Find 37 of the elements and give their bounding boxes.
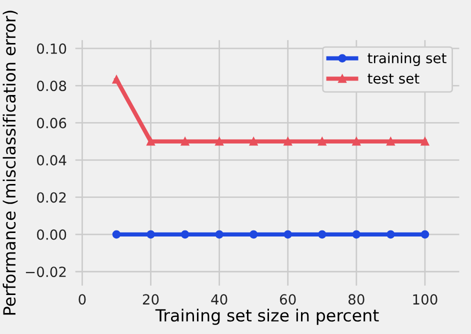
point: [180, 230, 190, 239]
point: [420, 137, 430, 146]
y-tick-label: 0.08: [37, 80, 66, 92]
x-axis-title: Training set size in percent: [155, 308, 379, 325]
y-tick-label: −0.02: [26, 266, 66, 278]
y-tick-label: 0.06: [37, 118, 66, 128]
x-tick-label: 0: [78, 294, 86, 305]
y-tick-label: 0.02: [37, 192, 66, 203]
x-tick-label: 40: [211, 294, 228, 305]
point: [284, 230, 292, 239]
point: [215, 230, 224, 239]
point: [249, 230, 258, 239]
point: [112, 75, 121, 84]
x-tick-label: 60: [280, 294, 296, 305]
x-tick-label: 100: [413, 294, 438, 305]
point: [386, 230, 395, 239]
point: [386, 137, 395, 146]
legend-label: test set: [368, 74, 420, 84]
y-axis-title: Performance (misclassification error): [2, 10, 18, 315]
y-tick-label: 0.04: [37, 155, 66, 166]
point: [318, 230, 326, 239]
y-tick-label: 0.00: [37, 229, 66, 240]
point: [215, 137, 224, 146]
y-tick-label: 0.10: [37, 43, 66, 54]
point: [352, 137, 361, 146]
point: [112, 230, 121, 239]
x-tick-label: 80: [348, 294, 364, 305]
point: [318, 137, 326, 146]
point: [352, 230, 361, 239]
point: [249, 137, 258, 146]
point: [180, 137, 190, 146]
point: [284, 137, 292, 146]
point: [146, 230, 155, 239]
point: [420, 230, 430, 239]
point: [146, 137, 155, 146]
x-tick-label: 20: [142, 294, 159, 305]
legend-label: training set: [368, 52, 446, 66]
